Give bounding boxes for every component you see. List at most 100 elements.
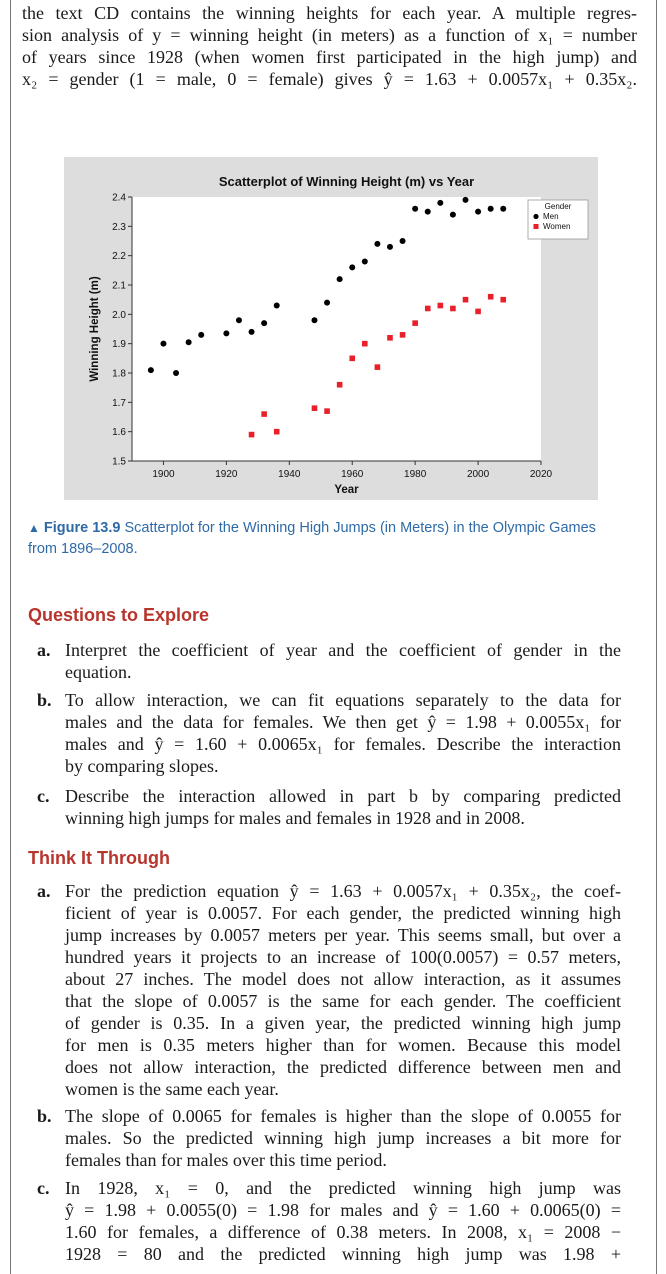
men-point	[412, 205, 419, 212]
answer-line: jump increases by 0.0057 meters per year…	[65, 925, 621, 945]
men-point	[374, 240, 381, 247]
think-heading: Think It Through	[28, 848, 170, 868]
men-point	[311, 317, 318, 324]
question-line: equation.	[65, 662, 132, 682]
women-point	[273, 428, 280, 435]
y-tick-label: 1.9	[112, 339, 126, 350]
x-tick-label: 1980	[404, 469, 427, 480]
y-tick-label: 1.8	[112, 369, 126, 380]
answer-line: males. So the predicted winning high jum…	[65, 1128, 621, 1148]
women-point	[324, 408, 330, 414]
intro-line: sion analysis of y = winning height (in …	[22, 25, 637, 45]
women-point	[399, 332, 406, 338]
y-axis-label: Winning Height (m)	[89, 276, 101, 381]
figure-caption: ▲ Figure 13.9 Scatterplot for the Winning…	[28, 518, 628, 560]
y-tick-label: 1.7	[112, 398, 126, 409]
women-point	[387, 335, 393, 341]
women-point	[311, 405, 318, 411]
women-point	[500, 296, 507, 303]
men-point	[475, 208, 482, 215]
men-point	[261, 320, 268, 327]
y-tick-label: 2.2	[112, 251, 126, 262]
answer-label: b.	[37, 1106, 52, 1126]
x-tick-label: 2000	[467, 469, 490, 480]
x-tick-label: 1900	[152, 469, 175, 480]
answer-line: about 27 inches. The model does not allo…	[65, 969, 621, 989]
answer-line: 1928 = 80 and the predicted winning high…	[65, 1244, 621, 1264]
men-point	[424, 208, 431, 215]
y-tick-label: 2.3	[112, 222, 126, 233]
answer-label: c.	[37, 1178, 50, 1198]
intro-line: of years since 1928 (when women first pa…	[22, 47, 637, 67]
question-label: a.	[37, 640, 51, 660]
answer-line: females than for males over this time pe…	[65, 1150, 387, 1170]
legend-women-marker	[533, 224, 539, 229]
question-line: winning high jumps for males and females…	[65, 808, 525, 828]
plot-area	[132, 197, 541, 461]
men-point	[399, 238, 406, 244]
intro-line: the text CD contains the winning heights…	[22, 3, 637, 23]
men-point	[349, 264, 356, 271]
men-point	[160, 340, 167, 347]
question-line: To allow interaction, we can fit equatio…	[65, 690, 621, 710]
left-margin-rule	[10, 0, 11, 1274]
men-point	[386, 243, 393, 250]
answer-line: For the prediction equation ŷ = 1.63 + 0…	[65, 881, 621, 901]
women-point	[412, 320, 418, 326]
question-line: males and ŷ = 1.60 + 0.0065x₁ for female…	[65, 734, 621, 754]
x-tick-label: 1960	[341, 469, 364, 480]
women-point	[248, 431, 255, 438]
y-tick-label: 1.5	[112, 457, 126, 468]
women-point	[374, 364, 381, 370]
answer-line: In 1928, x₁ = 0, and the predicted winni…	[65, 1178, 621, 1198]
y-tick-label: 2.1	[112, 281, 126, 292]
legend-men-label: Men	[543, 212, 559, 221]
legend-title: Gender	[545, 202, 572, 211]
question-label: b.	[37, 690, 52, 710]
men-point	[449, 211, 456, 218]
x-tick-label: 2020	[530, 469, 553, 480]
question-line: Interpret the coefficient of year and th…	[65, 640, 621, 660]
questions-heading: Questions to Explore	[28, 605, 210, 625]
men-point	[361, 258, 368, 265]
x-tick-label: 1920	[215, 469, 238, 480]
scatterplot-figure: Scatterplot of Winning Height (m) vs Yea…	[64, 157, 598, 500]
answer-line: for men is 0.35 meters higher than for w…	[65, 1035, 621, 1055]
question-label: c.	[37, 786, 50, 806]
answer-line: does not allow interaction, the predicte…	[65, 1057, 621, 1077]
men-point	[223, 330, 230, 337]
women-point	[462, 296, 469, 303]
answer-label: a.	[37, 881, 51, 901]
answer-line: that the slope of 0.0057 is the same for…	[65, 991, 621, 1011]
answer-line: ficient of year is 0.0057. For each gend…	[65, 903, 621, 923]
caption-triangle-icon: ▲	[28, 521, 40, 535]
intro-line: x₂ = gender (1 = male, 0 = female) gives…	[22, 69, 637, 89]
question-line: Describe the interaction allowed in part…	[65, 786, 621, 806]
intro-paragraph: the text CD contains the winning heights…	[22, 2, 637, 90]
women-point	[349, 355, 356, 362]
answer-line: women is the same each year.	[65, 1079, 279, 1099]
women-point	[362, 340, 368, 347]
men-point	[336, 276, 343, 283]
y-tick-label: 2.0	[112, 310, 126, 321]
men-point	[437, 199, 444, 206]
women-point	[336, 381, 343, 388]
women-point	[450, 305, 456, 312]
caption-text: Scatterplot for the Winning High Jumps (…	[28, 520, 596, 557]
answer-line: The slope of 0.0065 for females is highe…	[65, 1106, 621, 1126]
caption-label: Figure 13.9	[43, 520, 121, 536]
answer-line: ŷ = 1.98 + 0.0055(0) = 1.98 for males an…	[65, 1200, 621, 1220]
men-point	[273, 302, 280, 309]
answer-line: 1.60 for females, a difference of 0.38 m…	[65, 1222, 621, 1242]
scatterplot-svg: Scatterplot of Winning Height (m) vs Yea…	[89, 174, 589, 496]
men-point	[487, 205, 494, 212]
x-tick-label: 1940	[278, 469, 301, 480]
women-point	[261, 411, 267, 417]
chart-title: Scatterplot of Winning Height (m) vs Yea…	[219, 174, 474, 189]
men-point	[324, 299, 331, 306]
y-tick-label: 2.4	[112, 193, 126, 204]
question-line: males and the data for females. We then …	[65, 712, 621, 732]
men-point	[500, 205, 507, 212]
men-point	[462, 196, 469, 203]
answer-line: hundred years it projects to an increase…	[65, 947, 621, 967]
